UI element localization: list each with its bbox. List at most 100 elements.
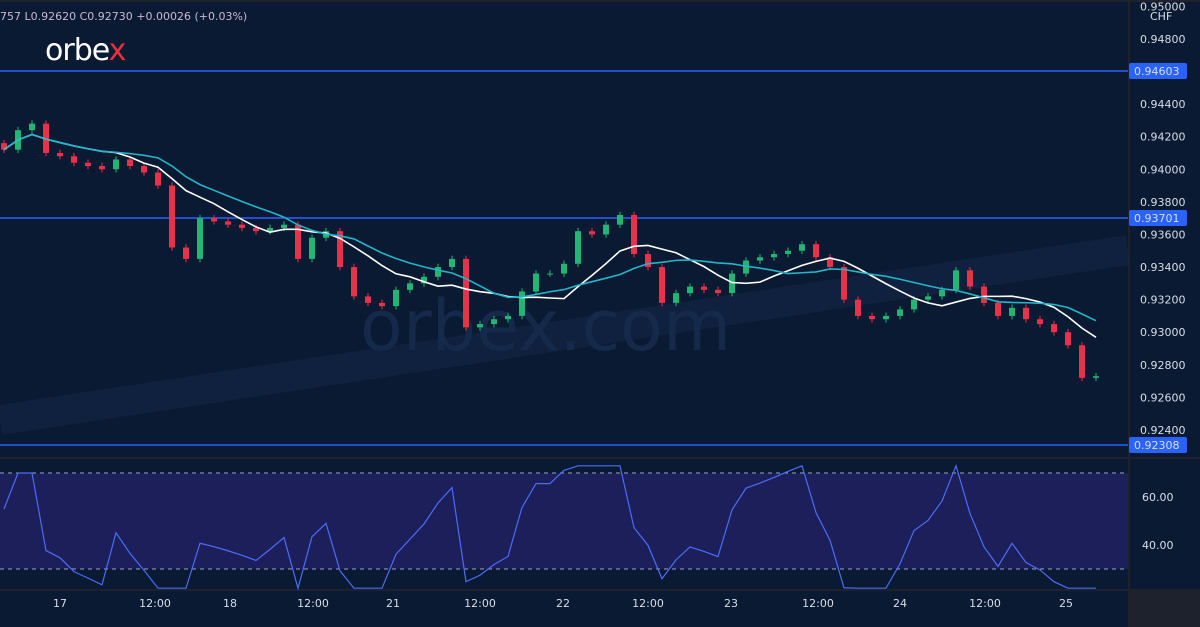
price-tick-label: 0.93800	[1140, 196, 1186, 209]
level-label: 0.93701	[1134, 212, 1180, 225]
candle	[757, 257, 763, 261]
candle	[533, 273, 539, 292]
candle	[169, 185, 175, 248]
fast-ma-line	[3, 133, 1097, 338]
candle	[211, 218, 217, 222]
candle	[631, 214, 637, 255]
candle	[869, 315, 875, 320]
time-tick-label: 17	[53, 597, 67, 610]
candle	[1037, 319, 1043, 325]
time-axis	[0, 591, 1128, 627]
time-tick-label: 25	[1059, 597, 1073, 610]
candle	[925, 296, 931, 300]
candle	[673, 293, 679, 303]
time-tick-label: 22	[556, 597, 570, 610]
candle	[435, 267, 441, 277]
candle	[477, 324, 483, 328]
price-tick-label: 0.93000	[1140, 326, 1186, 339]
candle	[603, 224, 609, 235]
time-tick-label: 12:00	[464, 597, 496, 610]
candle	[967, 270, 973, 287]
candle	[57, 152, 63, 157]
candle	[785, 250, 791, 255]
time-tick-label: 12:00	[969, 597, 1001, 610]
time-tick-label: 12:00	[632, 597, 664, 610]
candle	[463, 258, 469, 328]
candle	[799, 244, 805, 251]
candle	[897, 309, 903, 316]
time-tick-label: 21	[386, 597, 400, 610]
candle	[421, 276, 427, 284]
price-tick-label: 0.92400	[1140, 424, 1186, 437]
level-badge	[1129, 436, 1187, 453]
ohlc-readout: 757 L0.92620 C0.92730 +0.00026 (+0.03%)	[0, 10, 248, 23]
candle	[337, 231, 343, 268]
candle	[197, 218, 203, 259]
candle	[617, 214, 623, 225]
time-tick-label: 12:00	[297, 597, 329, 610]
orbex-logo: orbex	[45, 33, 126, 68]
time-tick-label: 23	[724, 597, 738, 610]
candle	[939, 289, 945, 297]
candle	[687, 286, 693, 294]
candle	[645, 254, 651, 268]
price-tick-label: 0.92600	[1140, 391, 1186, 404]
candle	[281, 224, 287, 228]
candle	[1079, 345, 1085, 378]
candle	[1009, 307, 1015, 316]
time-tick-label: 24	[893, 597, 907, 610]
candle	[1051, 324, 1057, 333]
candle	[953, 270, 959, 290]
candle	[841, 267, 847, 300]
price-tick-label: 0.94200	[1140, 131, 1186, 144]
rsi-axis	[1130, 459, 1200, 589]
price-tick-label: 0.93400	[1140, 261, 1186, 274]
rsi-line	[3, 463, 1096, 591]
rsi-tick-label: 60.00	[1142, 491, 1174, 504]
candle	[365, 296, 371, 303]
candle	[855, 299, 861, 316]
candle	[407, 283, 413, 290]
candle	[113, 159, 119, 170]
level-badge	[1129, 209, 1187, 226]
candle	[715, 289, 721, 294]
slow-ma-line	[3, 133, 1097, 322]
candle	[239, 224, 245, 228]
currency-label: CHF	[1150, 10, 1172, 23]
candle	[351, 267, 357, 297]
candle	[29, 123, 35, 131]
price-tick-label: 0.94800	[1140, 33, 1186, 46]
candle	[309, 237, 315, 259]
candle	[701, 286, 707, 290]
level-label: 0.94603	[1134, 65, 1180, 78]
candle	[71, 156, 77, 163]
candle	[155, 172, 161, 186]
candle	[1, 143, 7, 150]
candle	[771, 254, 777, 258]
candle	[127, 159, 133, 167]
candle	[1023, 307, 1029, 320]
candle	[729, 273, 735, 294]
candle	[911, 299, 917, 310]
candle	[659, 267, 665, 303]
price-tick-label: 0.93200	[1140, 294, 1186, 307]
time-tick-label: 18	[223, 597, 237, 610]
candle	[589, 231, 595, 235]
candle	[547, 273, 553, 275]
candle	[1093, 376, 1099, 378]
candle	[379, 302, 385, 307]
time-tick-label: 12:00	[802, 597, 834, 610]
candle	[393, 289, 399, 307]
price-tick-label: 0.93600	[1140, 228, 1186, 241]
level-badge	[1129, 63, 1187, 79]
rsi-tick-label: 40.00	[1142, 539, 1174, 552]
candle	[743, 260, 749, 274]
candle	[505, 315, 511, 320]
price-tick-label: 0.95000	[1140, 0, 1186, 13]
level-label: 0.92308	[1134, 439, 1180, 452]
candle	[981, 286, 987, 303]
candle	[183, 247, 189, 259]
candle	[449, 258, 455, 268]
candle	[883, 315, 889, 320]
